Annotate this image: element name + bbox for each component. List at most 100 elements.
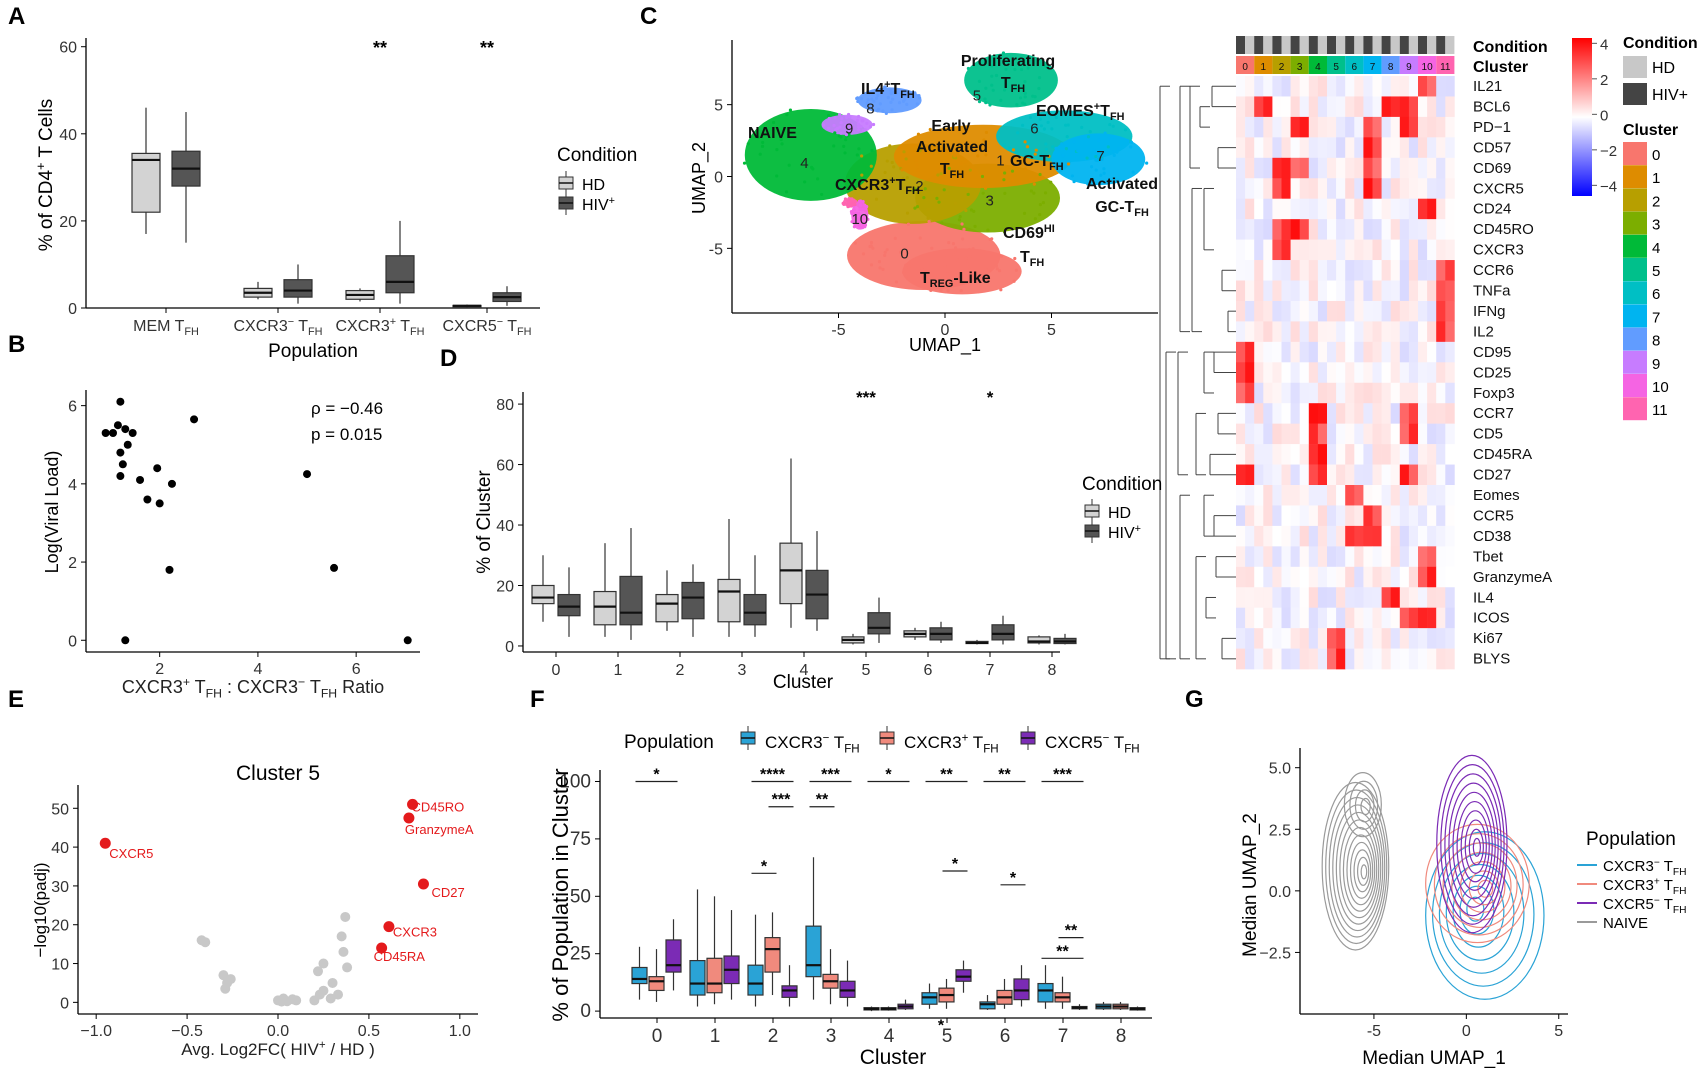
contour-line — [1452, 791, 1496, 900]
significance-mark: * — [938, 1018, 945, 1035]
cell-point — [1031, 94, 1035, 98]
heatmap-cell — [1372, 341, 1382, 363]
x-tick-label: 5 — [1554, 1023, 1563, 1040]
heatmap-cell — [1299, 444, 1310, 465]
cell-point — [964, 208, 968, 213]
box-body — [631, 966, 648, 985]
cell-point — [939, 288, 943, 292]
cell-point — [977, 79, 982, 83]
heatmap-cell — [1390, 403, 1401, 424]
legend-label: HIV+ — [1652, 87, 1688, 104]
y-tick-label: 50 — [570, 886, 591, 907]
highlight-point — [376, 942, 388, 954]
heatmap-cell — [1327, 239, 1337, 261]
heatmap-cell — [1408, 96, 1419, 118]
heatmap-cell — [1345, 157, 1355, 179]
data-point — [116, 472, 125, 481]
heatmap-cell — [1418, 239, 1428, 261]
cell-point — [926, 207, 930, 211]
heatmap-cell — [1299, 628, 1310, 649]
cell-point — [984, 153, 988, 157]
rich-part: HD — [1108, 505, 1131, 522]
rich-part: CXCR3 — [835, 177, 889, 194]
heatmap-cell — [1390, 76, 1401, 97]
condition-cell — [1381, 36, 1391, 54]
y-axis-title: % of Population in Cluster — [548, 768, 573, 1021]
cell-point — [1028, 115, 1033, 120]
box-mark — [779, 458, 803, 628]
cluster-cell — [1327, 56, 1346, 74]
heatmap-cell — [1436, 607, 1446, 629]
cell-point — [915, 102, 919, 106]
heatmap-cell — [1372, 525, 1382, 547]
heatmap-cell — [1381, 362, 1391, 384]
box-body — [991, 624, 1015, 641]
heatmap-cell — [1281, 423, 1291, 445]
rich-part: T — [968, 733, 983, 752]
rich-part: NAIVE — [748, 125, 797, 142]
cell-point — [1014, 268, 1019, 272]
contour-line — [1354, 789, 1375, 823]
heatmap-cell — [1263, 546, 1273, 568]
cell-point — [1044, 142, 1048, 146]
x-tick-label: 6 — [1000, 1026, 1011, 1047]
heatmap-cell — [1381, 423, 1391, 445]
x-axis-title: UMAP_1 — [909, 335, 981, 356]
cell-point — [855, 118, 860, 122]
cell-point — [947, 274, 951, 278]
x-axis-title: Population — [268, 341, 358, 362]
contour-line — [1460, 810, 1490, 883]
heatmap-cell — [1418, 157, 1428, 179]
cell-point — [898, 145, 902, 149]
y-tick-label: 40 — [51, 840, 69, 857]
umap-label: GC-TFH — [1095, 199, 1149, 219]
heatmap-cell — [1308, 464, 1319, 486]
cell-point — [858, 207, 862, 212]
heatmap-cell — [1308, 137, 1319, 159]
cell-point — [861, 207, 865, 212]
heatmap-cell — [1281, 137, 1291, 159]
cell-point — [1095, 151, 1099, 155]
heatmap-cell — [1327, 382, 1337, 404]
heatmap-cell — [1336, 157, 1346, 179]
x-tick-label: 4 — [800, 662, 809, 679]
umap-label: Proliferating — [961, 53, 1055, 70]
y-tick-label: 2 — [68, 555, 77, 572]
heatmap-cell — [1236, 198, 1246, 220]
cell-point — [946, 289, 950, 293]
legend-title: Cluster — [1623, 122, 1678, 139]
heatmap-cell — [1399, 525, 1410, 547]
rich-part: IL4 — [861, 81, 884, 98]
cell-point — [1094, 154, 1098, 159]
heatmap-cell — [1363, 198, 1373, 220]
cell-point — [860, 154, 864, 158]
highlight-label: CD27 — [431, 885, 464, 900]
cell-point — [1021, 123, 1025, 127]
cell-point — [894, 91, 898, 95]
cell-point — [857, 125, 861, 129]
heatmap-cell — [1390, 587, 1401, 608]
cell-point — [901, 270, 906, 275]
cell-point — [852, 225, 857, 229]
cluster-cell-label: 10 — [1422, 62, 1434, 73]
heatmap-cell — [1445, 423, 1455, 445]
heatmap-cell — [1381, 219, 1391, 240]
heatmap-cell — [1308, 116, 1319, 138]
cluster-number: 6 — [1030, 121, 1038, 138]
heatmap-cell — [1254, 198, 1264, 220]
box-body — [805, 925, 822, 978]
heatmap-cell — [1363, 648, 1373, 670]
legend-label: CXCR3+ TFH — [904, 733, 999, 756]
heatmap-cell — [1272, 648, 1282, 670]
heatmap-cell — [1427, 505, 1437, 527]
cell-point — [904, 157, 908, 161]
x-tick-label: 5 — [942, 1026, 953, 1047]
cell-point — [1023, 140, 1027, 144]
cell-point — [883, 253, 887, 257]
heatmap-cell — [1445, 321, 1455, 343]
cell-point — [905, 102, 909, 106]
cell-point — [854, 214, 858, 218]
heatmap-cell — [1254, 300, 1264, 322]
